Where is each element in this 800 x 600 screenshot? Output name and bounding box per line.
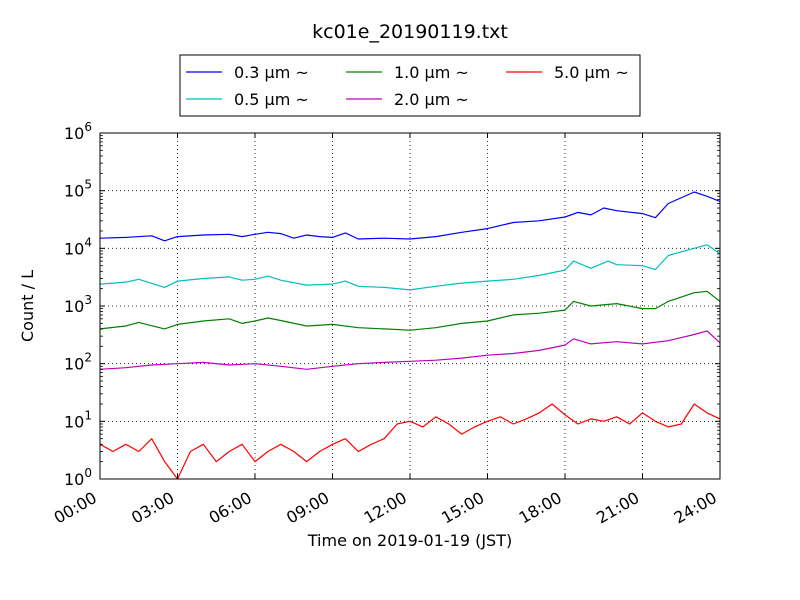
series-line-4 xyxy=(100,403,720,479)
series-group xyxy=(100,191,720,479)
legend-label-2: 1.0 μm ~ xyxy=(394,63,469,82)
y-tick-label: 106 xyxy=(64,120,92,143)
legend-label-3: 2.0 μm ~ xyxy=(394,90,469,109)
y-tick-label: 104 xyxy=(64,235,92,258)
y-tick-label: 102 xyxy=(64,351,92,374)
y-tick-labels: 100 101 102 103 104 105 106 xyxy=(64,120,92,489)
y-tick-label: 101 xyxy=(64,408,92,431)
legend-box xyxy=(179,54,641,117)
series-line-1 xyxy=(100,244,720,291)
legend-label-1: 0.5 μm ~ xyxy=(234,90,309,109)
legend-label-0: 0.3 μm ~ xyxy=(234,63,309,82)
chart-title: kc01e_20190119.txt xyxy=(312,21,508,43)
legend-label-4: 5.0 μm ~ xyxy=(554,63,629,82)
series-line-2 xyxy=(100,290,720,331)
legend: 0.3 μm ~ 0.5 μm ~ 1.0 μm ~ 2.0 μm ~ 5.0 μm ~ xyxy=(179,54,641,117)
y-tick-label: 105 xyxy=(64,178,92,201)
x-axis-label: Time on 2019-01-19 (JST) xyxy=(307,531,512,550)
ticks xyxy=(99,132,721,480)
y-tick-label: 103 xyxy=(64,293,92,316)
y-tick-label: 100 xyxy=(64,466,92,489)
series-line-0 xyxy=(100,191,720,242)
series-layer xyxy=(100,191,720,479)
y-axis-label: Count / L xyxy=(18,270,37,342)
series-line-3 xyxy=(100,330,720,370)
